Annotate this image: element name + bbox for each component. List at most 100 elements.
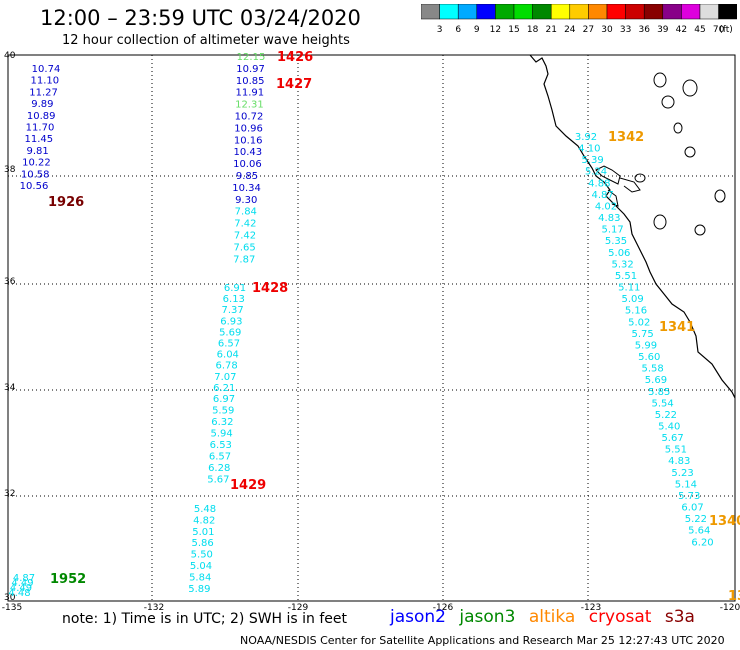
pass-time-label: 1427 — [276, 77, 312, 92]
swh-value: 4.48 — [8, 588, 30, 599]
pass-time-label: 1342 — [608, 130, 644, 145]
swh-value: 6.53 — [210, 440, 232, 451]
swh-value: 4.87 — [13, 573, 35, 584]
pass-time-label: 1429 — [230, 478, 266, 493]
pass-time-label: 1426 — [277, 50, 313, 65]
swh-value: 4.49 — [10, 583, 32, 594]
swh-value: 10.16 — [234, 135, 263, 146]
lat-label: 30 — [4, 593, 16, 603]
legend-jason2: jason2 — [390, 607, 446, 627]
swh-value: 4.02 — [595, 201, 617, 212]
scale-unit: (ft) — [719, 25, 733, 35]
swh-value: 4.82 — [193, 515, 215, 526]
swh-value: 10.89 — [27, 111, 56, 122]
swh-value: 6.20 — [691, 537, 713, 548]
scale-label: 24 — [564, 25, 576, 35]
swh-value: 4.83 — [598, 213, 620, 224]
swh-value: 6.04 — [217, 350, 239, 361]
swh-value: 7.84 — [235, 207, 257, 218]
swh-value: 10.34 — [232, 183, 261, 194]
swh-value: 10.96 — [234, 123, 263, 134]
scale-label: 3 — [437, 25, 443, 35]
scale-label: 30 — [601, 25, 613, 35]
lat-label: 32 — [4, 489, 15, 499]
swh-value: 5.11 — [618, 283, 640, 294]
swh-value: 9.85 — [236, 171, 258, 182]
lake-outline — [673, 122, 683, 134]
lake-outline — [661, 95, 675, 109]
swh-value: 11.45 — [24, 134, 53, 145]
legend-s3a: s3a — [664, 607, 695, 627]
scale-label: 27 — [583, 25, 594, 35]
swh-value: 5.59 — [212, 406, 234, 417]
swh-value: 9.81 — [26, 146, 48, 157]
swh-value: 4.83 — [668, 456, 690, 467]
swh-value: 10.56 — [20, 181, 49, 192]
swh-value: 10.72 — [235, 112, 264, 123]
swh-value: 9.89 — [31, 99, 53, 110]
swh-value: 5.32 — [611, 259, 633, 270]
swh-value: 5.69 — [645, 375, 667, 386]
swh-value: 5.06 — [608, 248, 630, 259]
swh-value: 5.04 — [190, 561, 212, 572]
swh-value: 7.42 — [234, 231, 256, 242]
swh-value: 5.99 — [635, 340, 657, 351]
swh-value: 5.73 — [678, 491, 700, 502]
swh-value: 5.35 — [605, 236, 627, 247]
scale-label: 33 — [620, 25, 631, 35]
swh-value: 5.14 — [675, 479, 697, 490]
swh-value: 10.06 — [233, 159, 262, 170]
swh-value: 10.85 — [236, 76, 265, 87]
swh-value: 4.87 — [592, 190, 614, 201]
swh-value: 6.32 — [211, 417, 233, 428]
scale-label: 39 — [657, 25, 669, 35]
swh-value: 5.84 — [189, 572, 211, 583]
swh-value: 5.67 — [207, 475, 229, 486]
units-note: note: 1) Time is in UTC; 2) SWH is in fe… — [62, 611, 348, 627]
swh-value: 10.43 — [233, 147, 262, 158]
swh-value: 5.39 — [582, 155, 604, 166]
swh-value: 5.89 — [188, 584, 210, 595]
swh-value: 6.57 — [218, 339, 240, 350]
scale-label: 42 — [676, 25, 687, 35]
swh-value: 5.24 — [585, 167, 607, 178]
scale-label: 21 — [545, 25, 556, 35]
legend-altika: altika — [528, 607, 576, 627]
lon-label: -135 — [2, 603, 22, 613]
swh-value: 5.51 — [615, 271, 637, 282]
swh-value: 12.31 — [235, 100, 264, 111]
swh-value: 5.02 — [628, 317, 650, 328]
map-title: 12:00 – 23:59 UTC 03/24/2020 — [40, 6, 361, 30]
scale-label: 6 — [455, 25, 461, 35]
swh-value: 6.21 — [213, 383, 235, 394]
swh-value: 6.07 — [681, 503, 703, 514]
swh-value: 5.54 — [651, 398, 673, 409]
lake-outline — [634, 173, 646, 183]
swh-value: 5.85 — [648, 387, 670, 398]
swh-value: 11.70 — [26, 123, 55, 134]
lon-label: -132 — [144, 603, 164, 613]
satellite-legend: jason2 jason3 altika cryosat s3a — [390, 607, 703, 627]
swh-value: 5.86 — [191, 538, 213, 549]
lon-label: -129 — [288, 603, 309, 613]
swh-value: 7.07 — [214, 372, 236, 383]
swh-value: 5.01 — [192, 527, 214, 538]
swh-value: 4.88 — [588, 178, 610, 189]
pass-time-label: 1340 — [709, 514, 740, 529]
swh-value: 5.64 — [688, 526, 710, 537]
swh-value: 10.58 — [21, 169, 50, 180]
swh-value: 6.13 — [223, 294, 245, 305]
scale-label: 12 — [490, 25, 501, 35]
pass-time-label: 1341 — [659, 320, 695, 335]
coastline — [529, 54, 736, 399]
swh-value: 3.92 — [575, 132, 597, 143]
swh-value: 5.69 — [219, 327, 241, 338]
scale-label: 18 — [527, 25, 539, 35]
pass-time-label: 13 — [728, 589, 740, 604]
swh-value: 11.27 — [29, 87, 58, 98]
lake-outline — [653, 214, 667, 230]
bay-outline — [595, 165, 621, 185]
lat-label: 40 — [4, 51, 16, 61]
swh-value: 5.58 — [641, 364, 663, 375]
